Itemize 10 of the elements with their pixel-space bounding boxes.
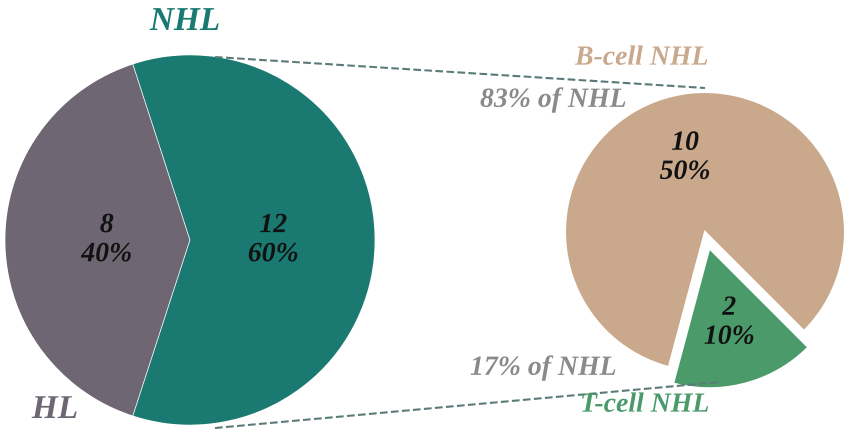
data-label: 10 50% (660, 131, 710, 180)
text: 83% of NHL (480, 87, 626, 113)
data-label: 12 60% (248, 214, 298, 262)
data-label: 8 40% (80, 214, 131, 262)
data-label: 2 10% (704, 296, 754, 344)
text: 17% of NHL (470, 355, 616, 381)
slice-label: T-cell NHL (582, 392, 708, 412)
slice-label: HL (32, 396, 77, 418)
slice-label: NHL (150, 8, 219, 30)
slice-label: B-cell NHL (574, 45, 708, 65)
